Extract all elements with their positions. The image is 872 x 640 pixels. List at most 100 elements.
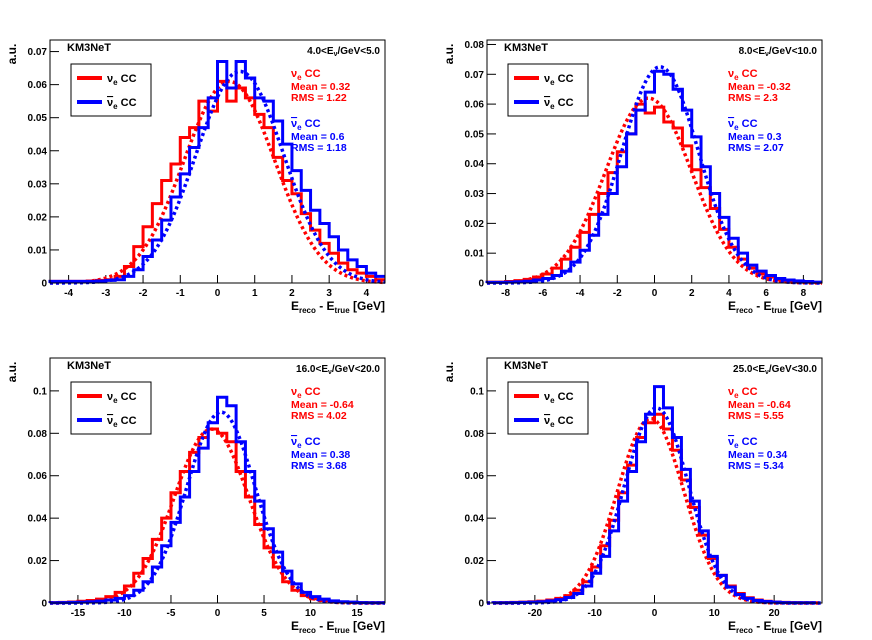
stats-tail: CC [739, 68, 758, 80]
stats-mean: Mean = 0.32 [291, 81, 350, 93]
y-tick-label: 0.07 [465, 70, 485, 81]
y-tick-label: 0.06 [465, 100, 485, 111]
panel-title: KM3NeT [504, 360, 548, 372]
energy-range-label: 16.0<Eν/GeV<20.0 [296, 364, 380, 376]
legend-entry: νe CC [107, 73, 137, 87]
x-tick-label: -8 [501, 288, 510, 299]
stats-nu: ν [728, 118, 734, 130]
stats-mean: Mean = -0.32 [728, 81, 791, 93]
x-tick-label: 4 [364, 288, 370, 299]
stats-rms: RMS = 1.18 [291, 142, 347, 154]
legend-label: CC [555, 97, 574, 109]
histogram-nue [491, 412, 817, 605]
x-tick-label: 0 [215, 288, 221, 299]
histogram-nue [48, 79, 385, 283]
legend-box [70, 381, 152, 435]
stats-tail: CC [739, 436, 758, 448]
chart-panel-4: 0 0.02 0.04 0.06 0.08 0.1 -20 -10 0 10 20 KM3NeT 25.… [442, 357, 823, 635]
stats-header: νe CC [728, 386, 758, 400]
legend-label: CC [118, 391, 137, 403]
stats-mean: Mean = -0.64 [728, 399, 791, 411]
stats-nu: ν [291, 436, 297, 448]
xlabel-unit: [GeV] [787, 619, 822, 633]
y-tick-label: 0.04 [465, 514, 485, 525]
x-tick-label: 6 [763, 288, 769, 299]
xlabel-main: E [728, 299, 736, 313]
fit-curve-anti-nue [487, 406, 822, 605]
y-tick-label: 0.02 [28, 212, 48, 223]
y-tick-label: 0.05 [465, 129, 485, 140]
fit-curve-nue [486, 96, 823, 285]
energy-range-prefix: 25.0<E [733, 364, 765, 375]
plot-frame-top [486, 357, 823, 604]
plot-frame-top [49, 357, 386, 604]
y-tick-label: 0.1 [470, 386, 484, 397]
stats-nu: ν [291, 386, 297, 398]
stats-nu-sub: e [734, 391, 739, 400]
xlabel-mid: - E [753, 619, 772, 633]
legend-nu-sub: e [550, 420, 555, 429]
x-tick-label: -2 [139, 288, 148, 299]
x-tick-label: -10 [587, 608, 602, 619]
x-tick-label: 0 [652, 608, 658, 619]
stats-rms: RMS = 2.3 [728, 92, 778, 104]
legend-nu: ν [544, 415, 550, 427]
stats-tail: CC [302, 68, 321, 80]
panel-title: KM3NeT [504, 42, 548, 54]
stats-nu-sub: e [297, 73, 302, 82]
x-tick-label: 10 [305, 608, 317, 619]
legend-nu: ν [107, 415, 113, 427]
chart-panel-1: 0 0.01 0.02 0.03 0.04 0.05 0.06 0.07 -4 -3 -2 -1 0 1 2… [5, 39, 386, 315]
stats-header: νe CC [291, 436, 321, 450]
x-tick-label: -4 [576, 288, 585, 299]
legend-nu: ν [107, 73, 113, 85]
legend-entry: νe CC [107, 415, 137, 429]
energy-range-sub: ν [765, 369, 769, 376]
stats-nu-sub: e [297, 391, 302, 400]
stats-tail: CC [302, 386, 321, 398]
legend-entry: νe CC [544, 415, 574, 429]
y-tick-label: 0.07 [28, 47, 48, 58]
panel-title: KM3NeT [67, 42, 111, 54]
y-tick-label: 0 [478, 279, 484, 290]
legend-nu: ν [107, 97, 113, 109]
y-tick-label: 0.08 [465, 40, 485, 51]
chart-panel-2: 0 0.01 0.02 0.03 0.04 0.05 0.06 0.07 0.08 -8 -6 -4 -… [442, 39, 823, 315]
x-tick-label: -4 [64, 288, 73, 299]
legend-nu-sub: e [550, 396, 555, 405]
y-tick-label: 0.05 [28, 113, 48, 124]
stats-tail: CC [739, 118, 758, 130]
y-tick-label: 0.01 [28, 245, 48, 256]
x-tick-label: -2 [613, 288, 622, 299]
stats-tail: CC [739, 386, 758, 398]
xlabel-unit: [GeV] [350, 619, 385, 633]
x-tick-label: 3 [326, 288, 332, 299]
energy-range-prefix: 4.0<E [307, 46, 334, 57]
stats-header: νe CC [291, 118, 321, 132]
y-tick-label: 0.02 [465, 556, 485, 567]
legend-label: CC [118, 73, 137, 85]
x-tick-label: 15 [352, 608, 364, 619]
x-tick-label: 0 [215, 608, 221, 619]
fit-curve-nue [487, 416, 822, 605]
y-tick-label: 0.04 [465, 159, 485, 170]
legend-nu-sub: e [113, 396, 118, 405]
stats-mean: Mean = -0.64 [291, 399, 354, 411]
stats-nu-sub: e [734, 441, 739, 450]
y-axis-label: a.u. [5, 362, 19, 383]
x-tick-label: 1 [252, 288, 258, 299]
energy-range-sub: ν [765, 51, 769, 58]
legend-entry: νe CC [107, 97, 137, 111]
stats-header: νe CC [728, 436, 758, 450]
x-tick-label: 5 [261, 608, 267, 619]
stats-nu: ν [291, 68, 297, 80]
y-tick-label: 0.04 [28, 514, 48, 525]
x-tick-label: -1 [176, 288, 185, 299]
y-tick-label: 0.08 [465, 429, 485, 440]
y-tick-label: 0 [41, 599, 47, 610]
y-axis-label: a.u. [442, 362, 456, 383]
x-axis-label: Ereco - Etrue [GeV] [728, 299, 822, 315]
energy-range-label: 25.0<Eν/GeV<30.0 [733, 364, 817, 376]
stats-header: νe CC [728, 68, 758, 82]
